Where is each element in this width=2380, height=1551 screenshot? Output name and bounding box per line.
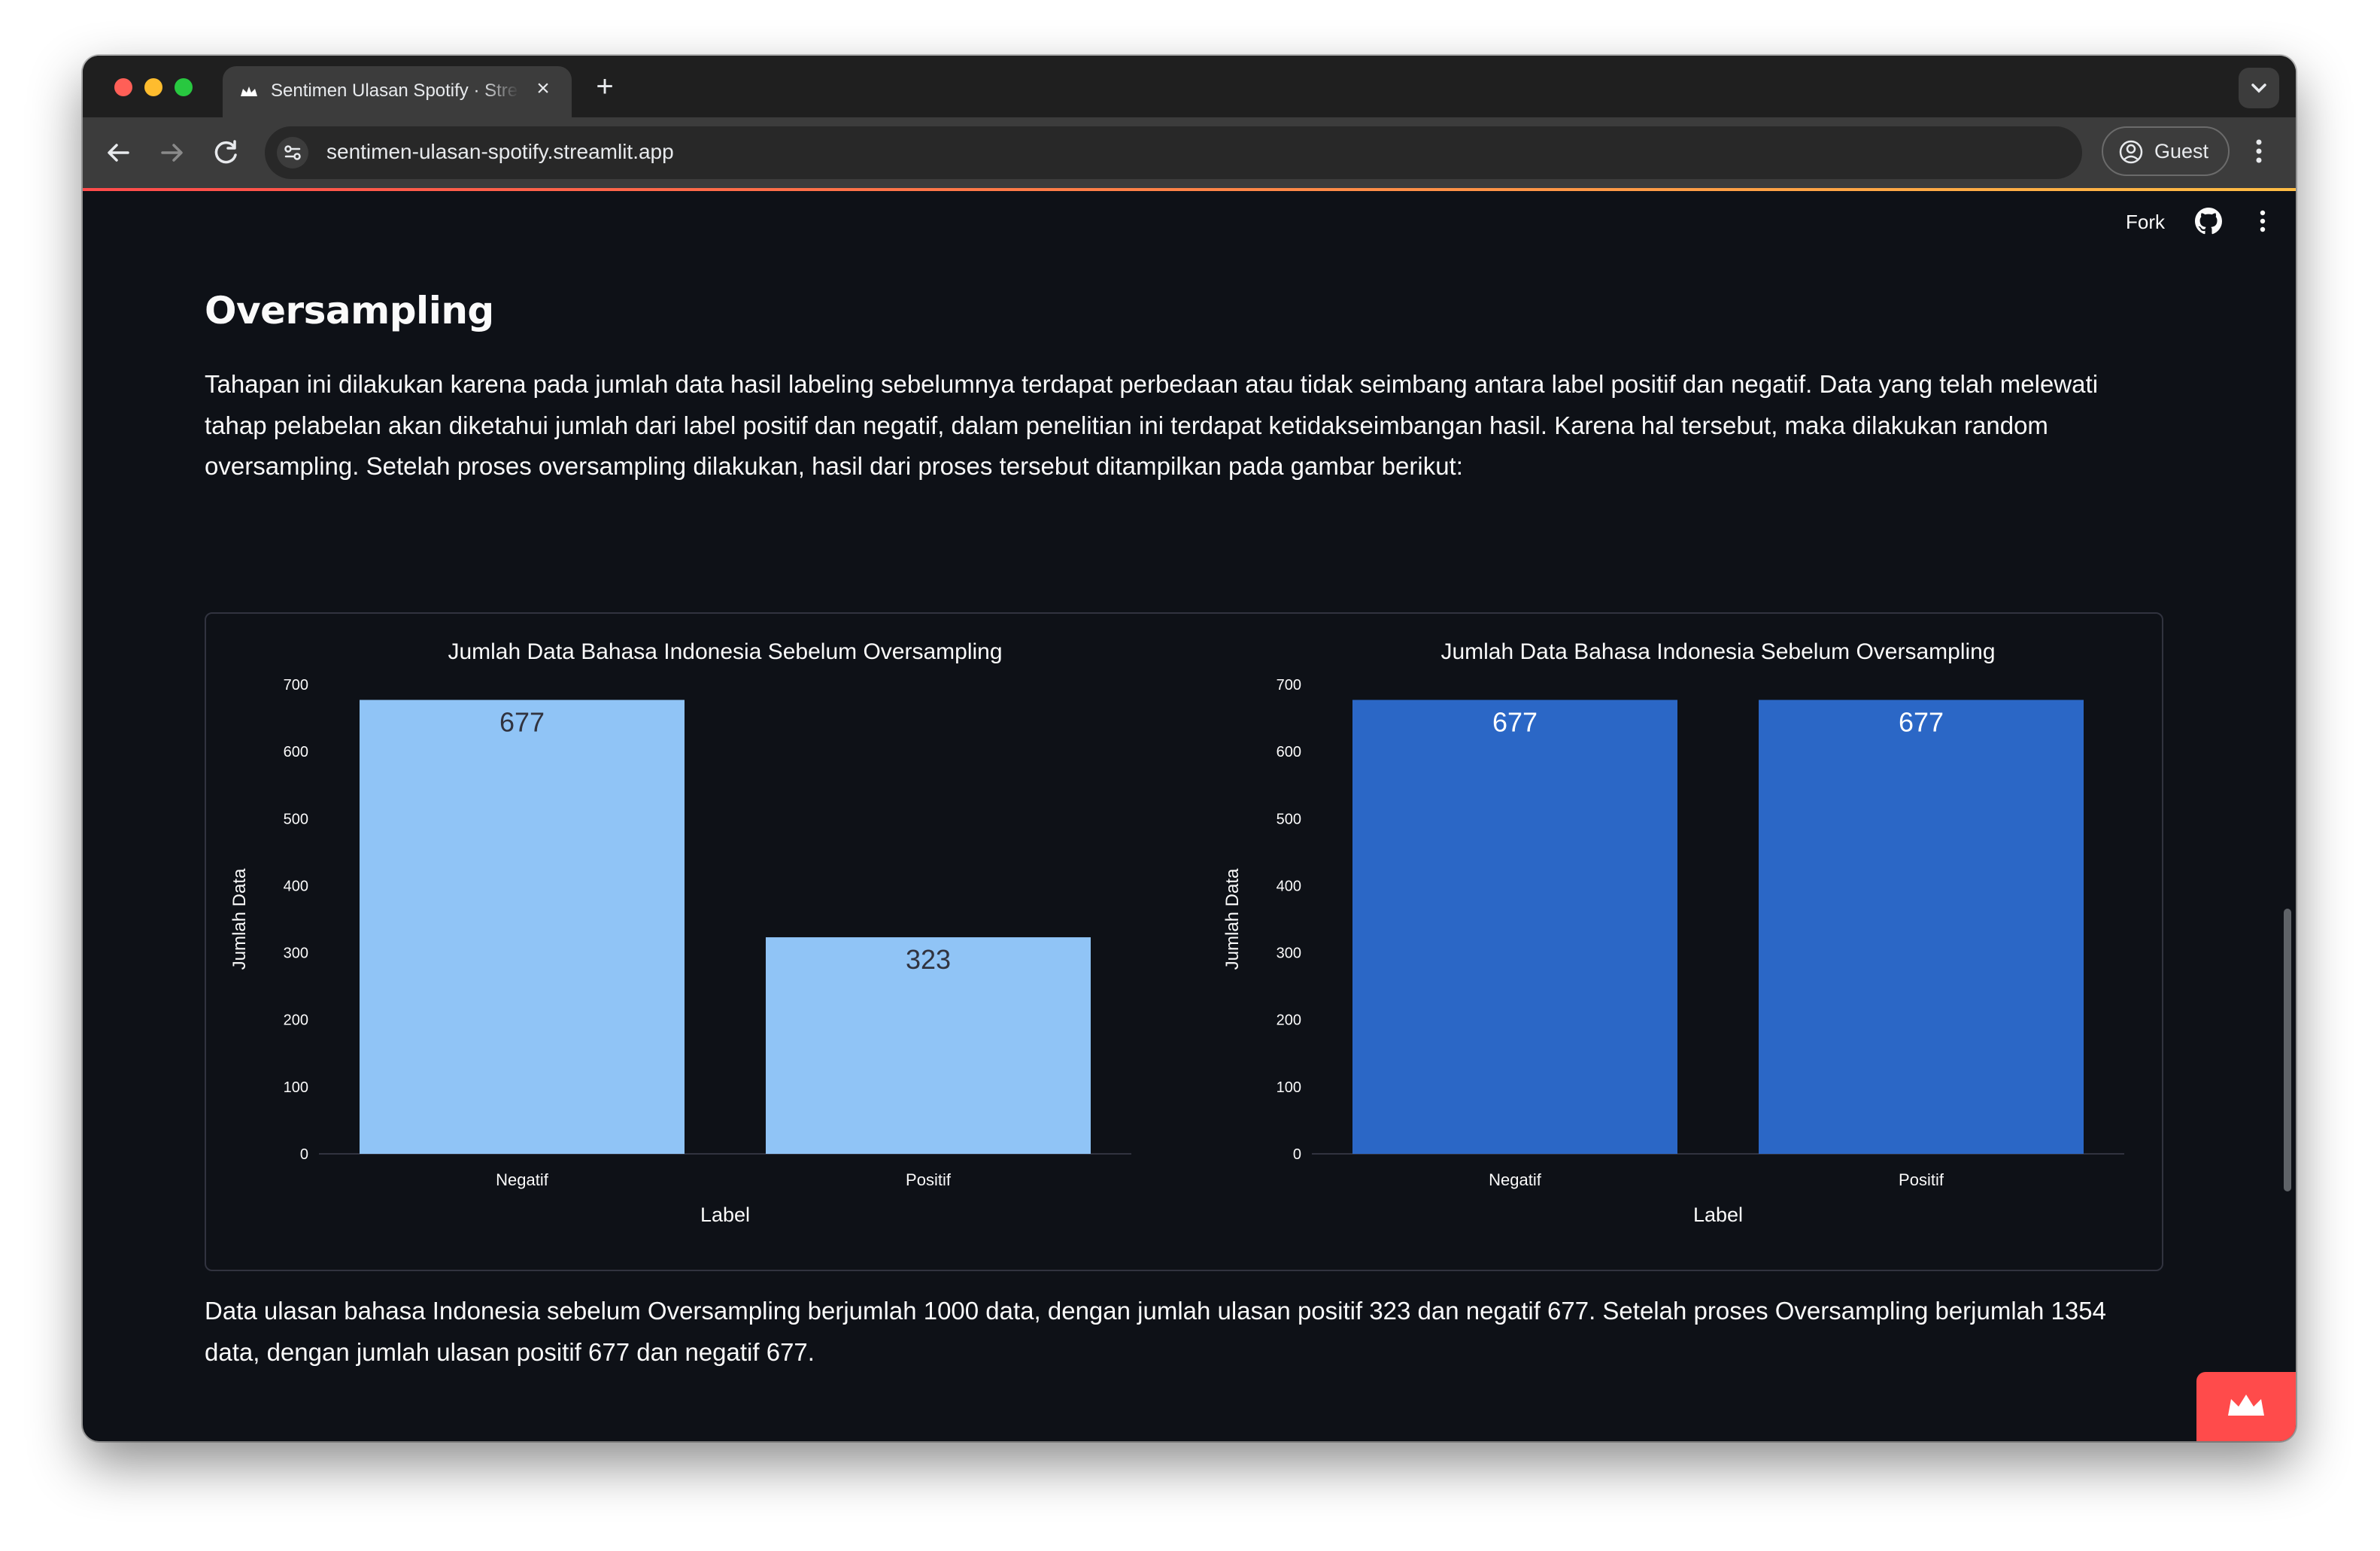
y-tick-label: 500 [284,811,308,827]
y-tick-label: 100 [1277,1079,1301,1096]
github-icon[interactable] [2195,208,2222,235]
chart-title: Jumlah Data Bahasa Indonesia Sebelum Ove… [1440,639,1995,664]
x-axis-label: Label [1693,1203,1743,1226]
y-tick-label: 0 [1293,1146,1301,1163]
new-tab-button[interactable]: + [596,70,614,103]
chart-title: Jumlah Data Bahasa Indonesia Sebelum Ove… [448,639,1002,664]
streamlit-badge[interactable] [2196,1372,2296,1441]
chart-container: Jumlah Data Bahasa Indonesia Sebelum Ove… [205,612,2163,1271]
x-tick-label: Positif [906,1170,952,1189]
y-tick-label: 200 [1277,1012,1301,1029]
summary-paragraph: Data ulasan bahasa Indonesia sebelum Ove… [205,1297,2106,1366]
bar-negatif [360,700,685,1154]
y-tick-label: 600 [284,744,308,760]
tab-strip: Sentimen Ulasan Spotify · Streamlit × + [83,56,2296,117]
page-heading: Oversampling [205,289,494,332]
fork-button[interactable]: Fork [2126,211,2165,233]
bar-value-label: 677 [1492,707,1538,738]
bar-value-label: 323 [906,944,951,975]
tab-search-button[interactable] [2239,68,2279,108]
bar-charts: Jumlah Data Bahasa Indonesia Sebelum Ove… [229,639,2124,1226]
intro-paragraph: Tahapan ini dilakukan karena pada jumlah… [205,370,2099,480]
y-tick-label: 100 [284,1079,308,1096]
y-tick-label: 700 [1277,677,1301,694]
browser-tab-active[interactable]: Sentimen Ulasan Spotify · Streamlit × [223,66,572,117]
site-settings-icon[interactable] [277,137,308,168]
close-tab-icon[interactable]: × [536,76,550,101]
app-header: Fork [83,191,2296,259]
y-tick-label: 200 [284,1012,308,1029]
y-axis-label: Jumlah Data [229,868,250,970]
profile-icon [2119,140,2143,164]
bar-negatif [1352,700,1677,1154]
y-tick-label: 400 [1277,878,1301,894]
chevron-down-icon [2251,83,2266,93]
back-arrow-icon[interactable] [101,135,135,170]
minimize-window-button[interactable] [144,78,162,96]
url-text: sentimen-ulasan-spotify.streamlit.app [326,140,674,163]
y-tick-label: 300 [284,945,308,962]
x-tick-label: Positif [1899,1170,1944,1189]
page-scrollbar[interactable] [2284,909,2291,1191]
streamlit-accent-line [83,188,2296,191]
y-tick-label: 600 [1277,744,1301,760]
y-tick-label: 500 [1277,811,1301,827]
reload-icon[interactable] [209,135,244,170]
x-axis-label: Label [700,1203,750,1226]
streamlit-crown-icon [241,87,257,96]
profile-button[interactable]: Guest [2102,126,2230,176]
bar-positif [1759,700,2084,1154]
x-tick-label: Negatif [496,1170,549,1189]
streamlit-crown-icon [2228,1395,2264,1416]
y-tick-label: 700 [284,677,308,694]
y-axis-label: Jumlah Data [1222,868,1243,970]
profile-label: Guest [2154,140,2209,162]
bar-positif [766,937,1091,1154]
y-tick-label: 0 [300,1146,308,1163]
address-bar[interactable]: sentimen-ulasan-spotify.streamlit.app [265,126,2082,179]
forward-arrow-icon[interactable] [155,135,190,170]
browser-toolbar: sentimen-ulasan-spotify.streamlit.app Gu… [83,117,2296,190]
y-tick-label: 300 [1277,945,1301,962]
browser-window: Sentimen Ulasan Spotify · Streamlit × + [83,56,2296,1441]
tab-title: Sentimen Ulasan Spotify · Streamlit [271,80,519,101]
maximize-window-button[interactable] [175,78,193,96]
x-tick-label: Negatif [1489,1170,1542,1189]
app-menu-icon[interactable] [2255,208,2270,235]
bar-value-label: 677 [499,707,545,738]
bar-value-label: 677 [1899,707,1944,738]
close-window-button[interactable] [114,78,132,96]
y-tick-label: 400 [284,878,308,894]
more-vertical-icon[interactable] [2248,132,2270,170]
